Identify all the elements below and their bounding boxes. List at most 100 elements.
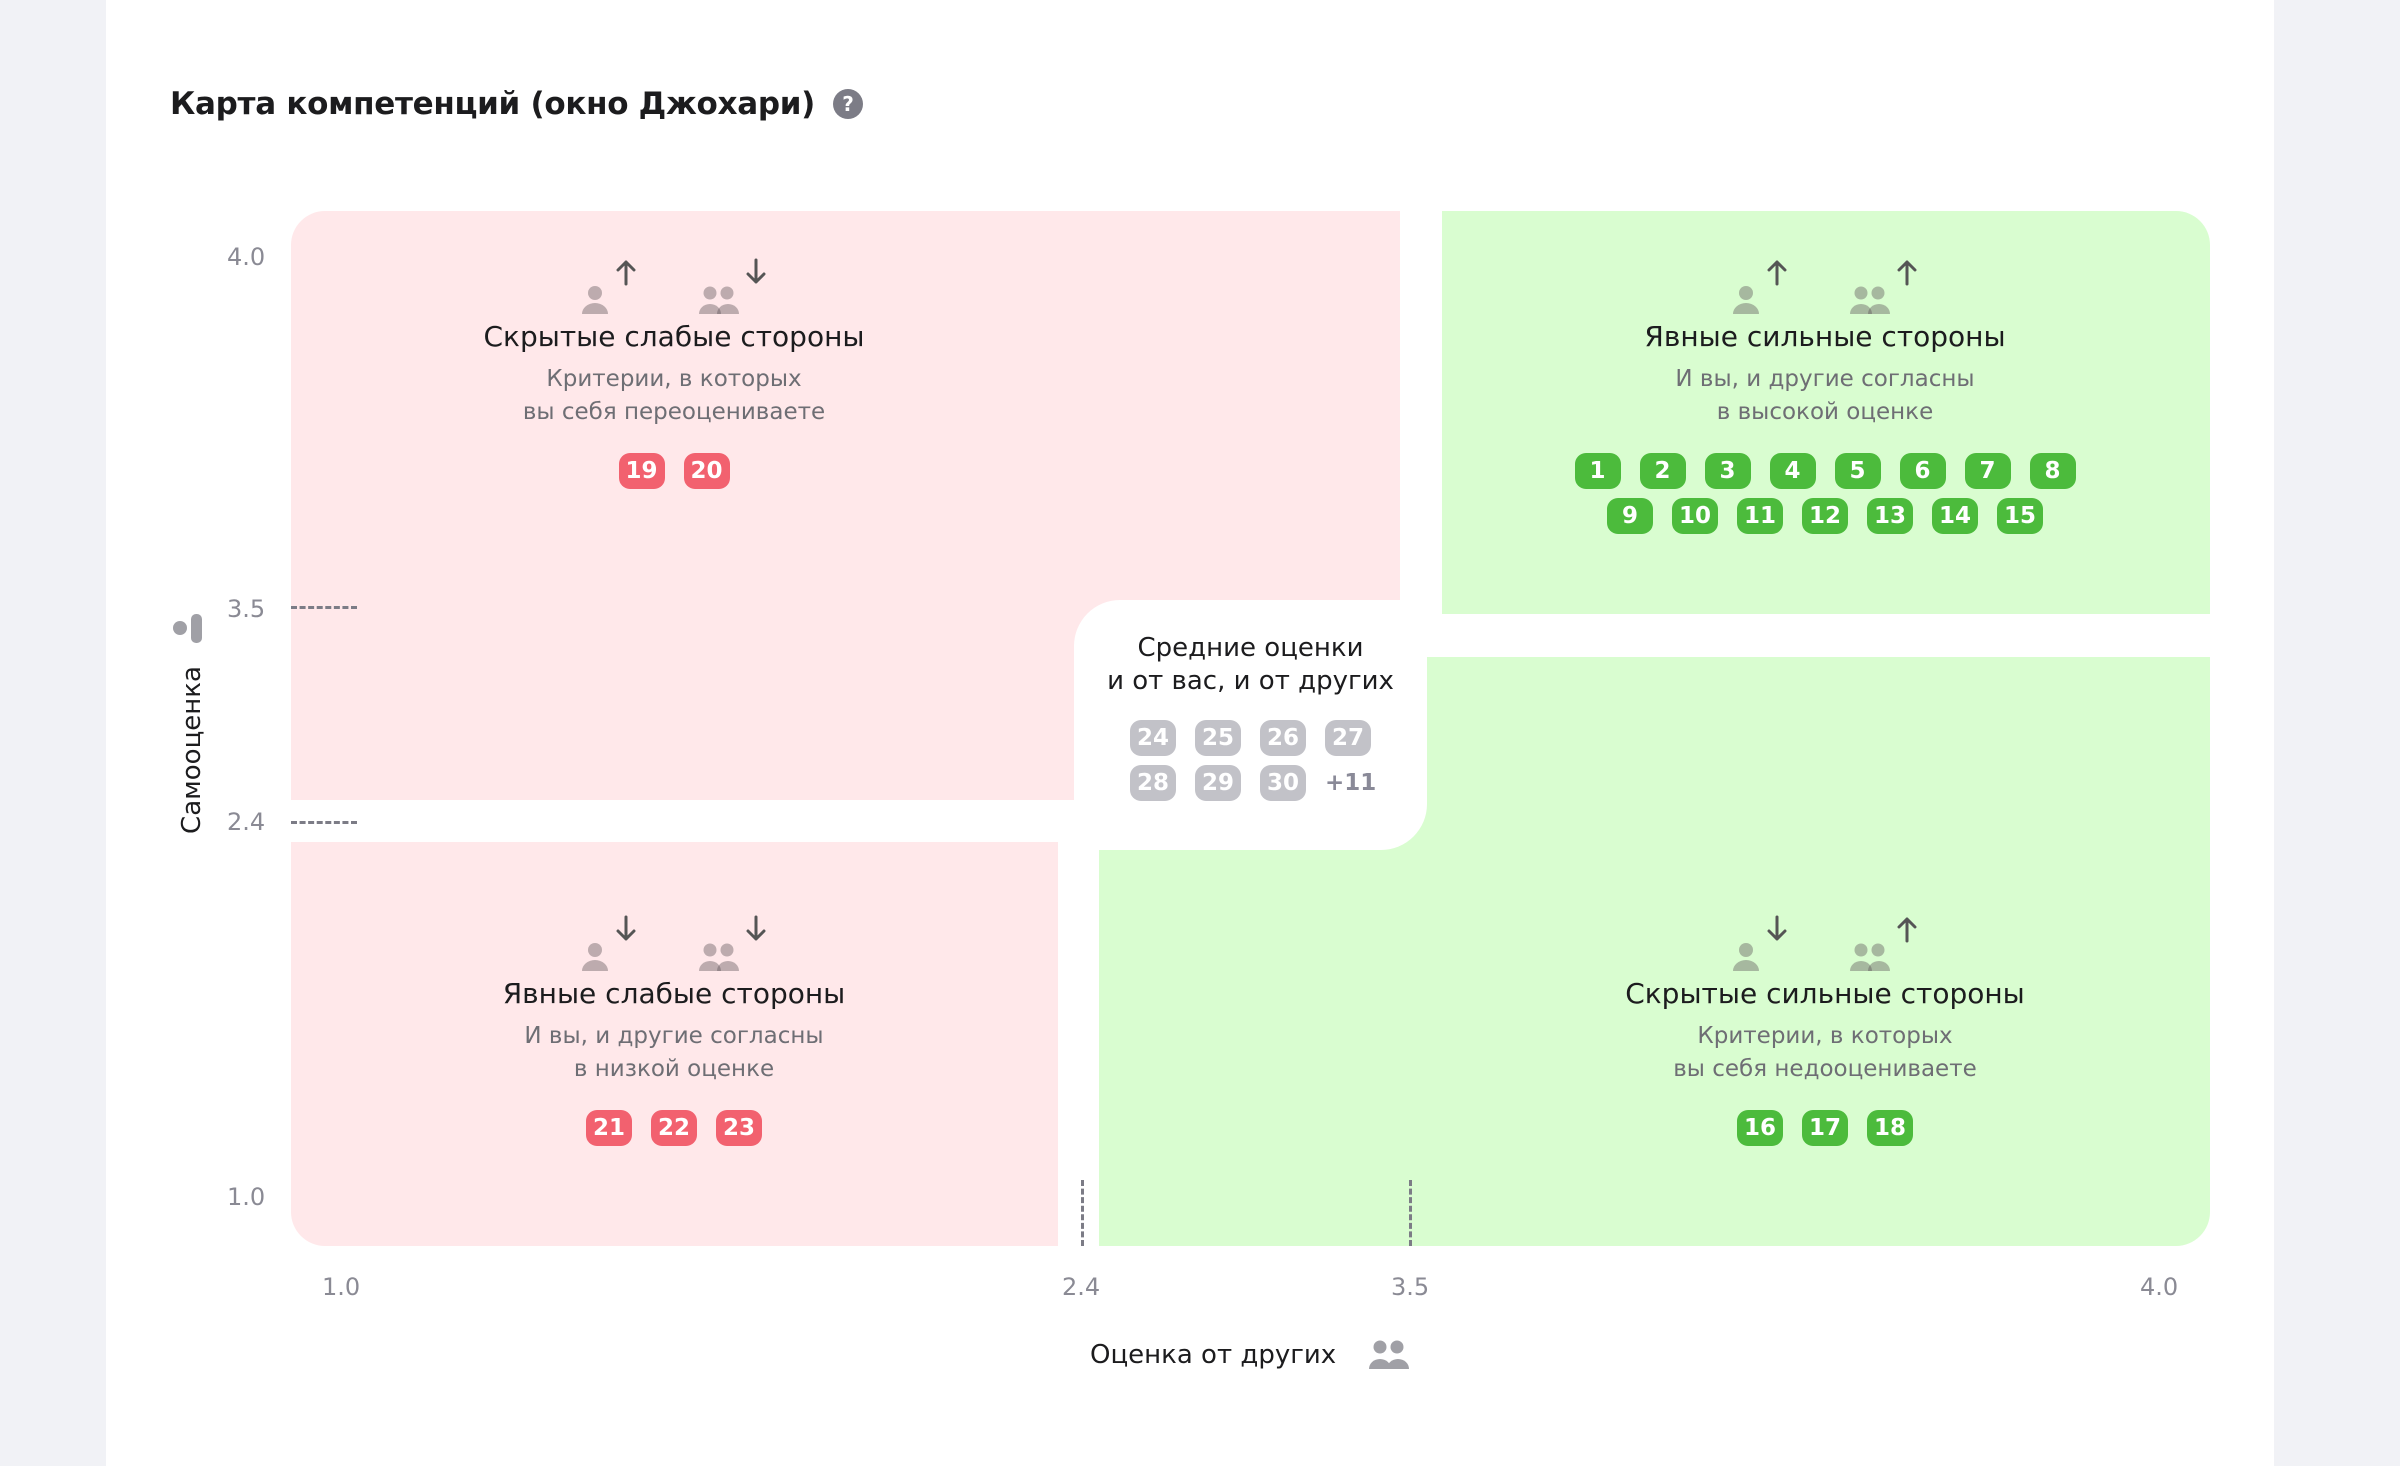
quadrant-description: Критерии, в которых вы себя переоценивае…: [324, 363, 1024, 429]
criterion-badge[interactable]: 4: [1769, 453, 1816, 489]
description-line: вы себя недооцениваете: [1673, 1056, 1977, 1082]
self-rating-indicator: [580, 258, 638, 314]
average-title: Средние оценки и от вас, и от других: [1074, 632, 1427, 698]
criterion-badge[interactable]: 27: [1325, 720, 1371, 756]
criterion-badge[interactable]: 24: [1130, 720, 1176, 756]
arrow-up-icon: [1897, 260, 1917, 286]
quadrant-icons: [324, 258, 1024, 314]
quadrant-description: И вы, и другие согласны в низкой оценке: [324, 1020, 1024, 1086]
criterion-badge[interactable]: 22: [651, 1110, 697, 1146]
help-icon[interactable]: ?: [833, 89, 864, 119]
quadrant-description: Критерии, в которых вы себя недооценивае…: [1475, 1020, 2175, 1086]
criterion-badge[interactable]: 7: [1964, 453, 2011, 489]
criteria-badges: 16 17 18: [1475, 1110, 2175, 1146]
quadrant-obvious-weaknesses: Явные слабые стороны И вы, и другие согл…: [324, 915, 1024, 1146]
person-icon: [582, 943, 608, 971]
y-threshold-2-4: [291, 821, 357, 824]
x-tick: 1.0: [322, 1273, 361, 1301]
quadrant-title: Явные слабые стороны: [502, 977, 846, 1010]
criterion-badge[interactable]: 12: [1802, 498, 1848, 534]
average-title-line: и от вас, и от других: [1107, 666, 1394, 696]
criterion-badge[interactable]: 5: [1834, 453, 1881, 489]
criteria-badges: 19 20: [324, 453, 1024, 489]
criterion-badge[interactable]: 1: [1574, 453, 1621, 489]
arrow-down-icon: [1767, 915, 1787, 941]
self-rating-indicator: [580, 915, 638, 971]
description-line: Критерии, в которых: [546, 366, 802, 392]
x-tick: 3.5: [1391, 1273, 1430, 1301]
arrow-down-icon: [746, 258, 766, 284]
criterion-badge[interactable]: 29: [1195, 765, 1241, 801]
person-icon: [582, 286, 608, 314]
criterion-badge[interactable]: 28: [1130, 765, 1176, 801]
arrow-down-icon: [746, 915, 766, 941]
criterion-badge[interactable]: 8: [2029, 453, 2076, 489]
quadrant-title: Скрытые слабые стороны: [483, 320, 865, 353]
x-threshold-3-5: [1409, 1180, 1412, 1246]
criteria-badges: 21 22 23: [324, 1110, 1024, 1146]
quadrant-obvious-strengths: Явные сильные стороны И вы, и другие сог…: [1475, 258, 2175, 534]
person-icon: [1733, 286, 1759, 314]
description-line: в высокой оценке: [1716, 399, 1934, 425]
x-tick: 2.4: [1062, 1273, 1101, 1301]
quadrant-icons: [324, 915, 1024, 971]
quadrant-description: И вы, и другие согласны в высокой оценке: [1475, 363, 2175, 429]
others-icon: [1369, 1340, 1409, 1369]
quadrant-obvious-weaknesses-bg: [291, 842, 1058, 1246]
arrow-up-icon: [1767, 260, 1787, 286]
y-tick: 3.5: [227, 595, 266, 623]
criterion-badge[interactable]: 13: [1867, 498, 1913, 534]
criterion-badge[interactable]: 18: [1867, 1110, 1913, 1146]
others-rating-indicator: [698, 258, 768, 314]
criterion-badge[interactable]: 25: [1195, 720, 1241, 756]
criterion-badge[interactable]: 17: [1802, 1110, 1848, 1146]
self-rating-indicator: [1731, 915, 1789, 971]
others-rating-indicator: [1849, 915, 1919, 971]
criterion-badge[interactable]: 2: [1639, 453, 1686, 489]
criterion-badge[interactable]: 3: [1704, 453, 1751, 489]
y-threshold-3-5: [291, 606, 357, 609]
x-tick: 4.0: [2140, 1273, 2179, 1301]
criterion-badge[interactable]: 14: [1932, 498, 1978, 534]
people-icon: [699, 286, 739, 314]
description-line: вы себя переоцениваете: [522, 399, 826, 425]
criterion-badge[interactable]: 16: [1737, 1110, 1783, 1146]
others-rating-indicator: [698, 915, 768, 971]
criterion-badge[interactable]: 19: [618, 453, 665, 489]
criterion-badge[interactable]: 23: [716, 1110, 762, 1146]
criterion-badge[interactable]: 21: [586, 1110, 632, 1146]
people-icon: [699, 943, 739, 971]
arrow-down-icon: [616, 915, 636, 941]
criterion-badge[interactable]: 20: [683, 453, 730, 489]
description-line: И вы, и другие согласны: [1675, 366, 1975, 392]
y-tick: 1.0: [227, 1183, 266, 1211]
people-icon: [1850, 943, 1890, 971]
description-line: И вы, и другие согласны: [524, 1023, 824, 1049]
quadrant-title: Явные сильные стороны: [1644, 320, 2006, 353]
more-criteria-link[interactable]: +11: [1325, 770, 1377, 796]
quadrant-title: Скрытые сильные стороны: [1625, 977, 2025, 1010]
criterion-badge[interactable]: 30: [1260, 765, 1306, 801]
self-rating-indicator: [1731, 258, 1789, 314]
criterion-badge[interactable]: 26: [1260, 720, 1306, 756]
criterion-badge[interactable]: 10: [1672, 498, 1718, 534]
quadrant-icons: [1475, 915, 2175, 971]
criterion-badge[interactable]: 15: [1997, 498, 2043, 534]
arrow-up-icon: [1897, 917, 1917, 943]
description-line: Критерии, в которых: [1697, 1023, 1953, 1049]
others-rating-indicator: [1849, 258, 1919, 314]
people-icon: [1850, 286, 1890, 314]
criterion-badge[interactable]: 9: [1607, 498, 1653, 534]
quadrant-hidden-strengths: Скрытые сильные стороны Критерии, в кото…: [1475, 915, 2175, 1146]
average-title-line: Средние оценки: [1137, 633, 1364, 663]
y-tick: 4.0: [227, 243, 266, 271]
criterion-badge[interactable]: 11: [1737, 498, 1783, 534]
description-line: в низкой оценке: [573, 1056, 775, 1082]
criterion-badge[interactable]: 6: [1899, 453, 1946, 489]
person-icon: [1733, 943, 1759, 971]
average-badges: 24 25 26 27 28 29 30 +11: [1116, 720, 1386, 801]
x-axis-label: Оценка от других: [1090, 1340, 1337, 1370]
arrow-up-icon: [616, 260, 636, 286]
quadrant-average: Средние оценки и от вас, и от других 24 2…: [1074, 600, 1427, 850]
quadrant-hidden-weaknesses: Скрытые слабые стороны Критерии, в котор…: [324, 258, 1024, 489]
